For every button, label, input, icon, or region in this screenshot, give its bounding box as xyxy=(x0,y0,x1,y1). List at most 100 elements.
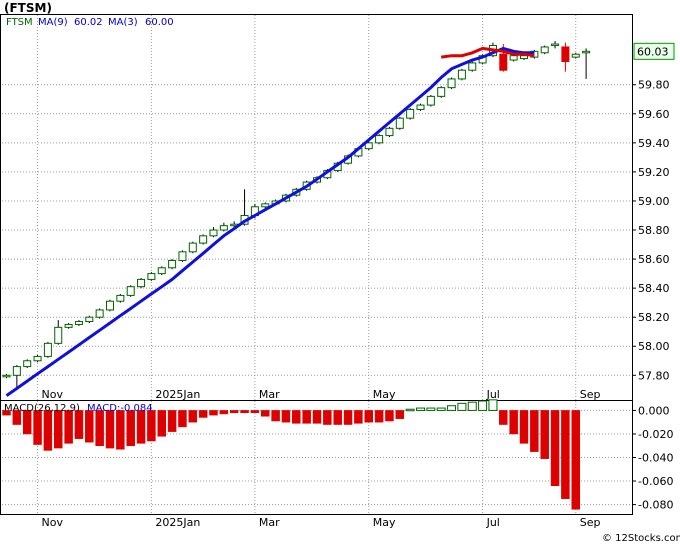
candle-body xyxy=(2,374,11,378)
price-ytick-label: 58.20 xyxy=(638,311,670,324)
legend-ma-long-label: MA(9) xyxy=(38,17,68,28)
macd-bar xyxy=(426,407,436,411)
macd-bar xyxy=(105,410,115,449)
candle-body xyxy=(147,273,156,280)
macd-bar xyxy=(12,410,22,425)
x-axis-lower: Nov 2025Jan Mar May Jul Sep xyxy=(42,516,601,529)
price-panel-frame xyxy=(0,14,633,401)
candle-body xyxy=(188,242,197,253)
price-panel: 57.80 58.00 58.20 58.40 58.60 58.80 59.00 59.20… xyxy=(0,14,675,401)
price-legend: FTSM MA(9) 60.02 MA(3) 60.00 xyxy=(6,17,174,28)
candle-body xyxy=(23,360,32,368)
price-ytick-label: 57.80 xyxy=(638,369,670,382)
macd-bar xyxy=(364,410,373,423)
macd-bar xyxy=(519,410,529,444)
macd-bar xyxy=(292,410,301,424)
macd-bar xyxy=(467,401,477,411)
macd-bar xyxy=(343,410,353,425)
candle-body xyxy=(168,260,177,269)
macd-ytick-label: -0.080 xyxy=(638,499,673,512)
candle-body xyxy=(199,235,208,244)
candle-body xyxy=(157,267,166,275)
x-tick-label: May xyxy=(373,516,396,529)
macd-bar xyxy=(374,410,384,423)
macd-bar xyxy=(250,410,260,414)
macd-bar xyxy=(188,410,198,423)
macd-bars xyxy=(2,399,580,510)
price-ytick-label: 59.00 xyxy=(638,195,670,208)
macd-bar xyxy=(488,399,498,411)
macd-bar xyxy=(209,410,218,416)
candle-body xyxy=(64,323,73,328)
macd-bar xyxy=(478,400,488,411)
price-ytick-label: 59.40 xyxy=(638,137,670,150)
macd-bar xyxy=(405,408,415,412)
macd-bar xyxy=(116,410,125,450)
macd-bar xyxy=(64,410,73,444)
macd-bar xyxy=(540,410,549,459)
candle-body xyxy=(509,55,518,61)
candle-body xyxy=(468,62,477,71)
x-tick-label: May xyxy=(373,388,396,401)
macd-bar xyxy=(436,407,446,411)
macd-ytick-label: -0.020 xyxy=(638,428,673,441)
macd-bar xyxy=(126,410,135,446)
candle-body xyxy=(209,229,218,237)
macd-legend-label: MACD(26,12,9) xyxy=(4,403,80,414)
price-yaxis: 57.80 58.00 58.20 58.40 58.60 58.80 59.00 59.20… xyxy=(632,79,670,382)
candle-body xyxy=(437,87,446,97)
macd-bar xyxy=(2,410,11,416)
macd-bar xyxy=(385,410,394,422)
legend-ma-short-label: MA(3) xyxy=(108,17,138,28)
macd-bar xyxy=(240,410,249,414)
candle-body xyxy=(74,321,83,325)
price-ytick-label: 58.40 xyxy=(638,282,670,295)
macd-bar xyxy=(499,410,508,425)
candle-body xyxy=(375,135,384,144)
macd-panel: 0.000 -0.020 -0.040 -0.060 -0.080 MACD(26,12… xyxy=(0,399,673,515)
candle-body xyxy=(43,342,52,357)
candle-body xyxy=(126,286,135,296)
candle-body xyxy=(116,294,125,302)
price-ytick-label: 58.80 xyxy=(638,224,670,237)
macd-bar xyxy=(33,410,42,445)
macd-ytick-label: -0.040 xyxy=(638,452,673,465)
macd-bar xyxy=(167,410,177,432)
candle-body xyxy=(54,326,63,344)
macd-bar xyxy=(550,410,560,486)
macd-bar xyxy=(323,410,332,425)
candle-body xyxy=(261,203,270,208)
macd-yaxis: 0.000 -0.020 -0.040 -0.060 -0.080 xyxy=(632,404,673,512)
x-tick-label: Mar xyxy=(259,388,280,401)
macd-bar xyxy=(447,405,457,411)
legend-ma-long-value: 60.02 xyxy=(74,17,103,28)
macd-bar xyxy=(229,410,239,414)
macd-bar xyxy=(178,410,187,428)
macd-bar xyxy=(561,410,570,499)
candle-body xyxy=(106,300,114,311)
price-ytick-label: 58.00 xyxy=(638,340,670,353)
macd-bar xyxy=(136,410,146,444)
candle-body xyxy=(499,53,508,71)
legend-symbol: FTSM xyxy=(6,17,33,28)
macd-bar xyxy=(571,410,580,510)
x-tick-label: Jul xyxy=(486,516,500,529)
macd-bar xyxy=(54,410,63,449)
candle-body xyxy=(561,46,570,62)
price-ytick-label: 59.80 xyxy=(638,79,670,92)
macd-bar xyxy=(271,410,280,422)
candles xyxy=(2,41,591,390)
macd-ytick-label: 0.000 xyxy=(638,404,670,417)
watermark: © 12Stocks.com xyxy=(602,533,680,544)
macd-bar xyxy=(281,410,291,423)
candle-body xyxy=(406,108,415,119)
last-price-box xyxy=(633,42,675,60)
macd-bar xyxy=(147,410,156,442)
x-tick-label: Nov xyxy=(42,388,64,401)
macd-bar xyxy=(43,410,53,451)
macd-bar xyxy=(85,410,94,443)
price-ytick-label: 59.60 xyxy=(638,108,670,121)
candle-body xyxy=(520,55,528,60)
macd-bar xyxy=(261,410,270,417)
